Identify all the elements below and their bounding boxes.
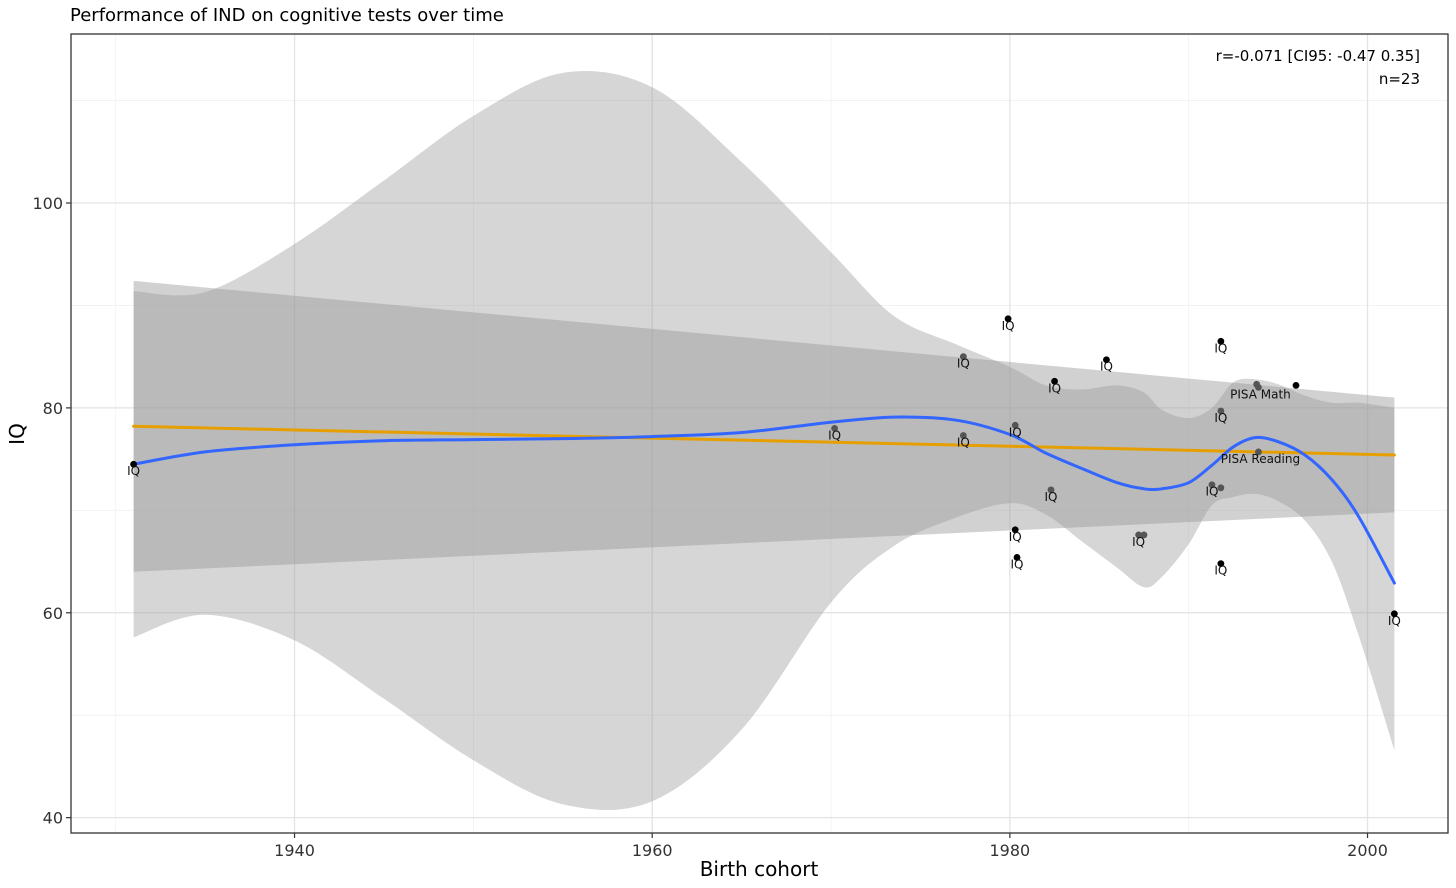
linear-fit-line	[132, 424, 1396, 457]
data-point	[1004, 315, 1012, 323]
data-point	[1011, 526, 1019, 534]
point-label: IQ	[1388, 614, 1401, 628]
axis-ticks: 1940 1960 1980 2000 40 60 80 100	[32, 194, 1387, 860]
point-label: IQ	[1009, 530, 1022, 544]
point-label: IQ	[1009, 425, 1022, 439]
point-label: IQ	[1100, 360, 1113, 374]
data-point	[1047, 486, 1055, 494]
data-point	[1255, 384, 1262, 391]
point-label: IQ	[127, 464, 140, 478]
data-point	[1390, 610, 1398, 618]
data-point	[831, 424, 839, 432]
fit-lines	[132, 415, 1396, 585]
point-label: IQ	[957, 436, 970, 450]
grid	[71, 34, 1448, 833]
data-points	[130, 315, 1398, 618]
data-point	[1255, 448, 1262, 456]
y-tick-label: 60	[43, 604, 63, 623]
point-label: IQ	[1214, 341, 1227, 355]
y-tick-label: 100	[32, 194, 63, 213]
point-label: IQ	[1214, 411, 1227, 425]
point-label: IQ	[1132, 535, 1145, 549]
data-point	[130, 460, 137, 468]
point-label: PISA Reading	[1221, 452, 1300, 466]
loess-fit-line	[132, 415, 1396, 585]
data-point	[1217, 337, 1225, 345]
data-point	[1217, 484, 1225, 492]
data-point	[1292, 381, 1300, 389]
sample-size-annotation: n=23	[1379, 70, 1420, 88]
data-point	[1140, 531, 1148, 539]
data-point	[1135, 531, 1143, 539]
linear-confidence-band	[133, 280, 1395, 572]
plot-panel-border	[70, 33, 1449, 834]
point-label: IQ	[828, 428, 841, 442]
x-tick-label: 2000	[1347, 841, 1388, 860]
point-label: IQ	[1048, 381, 1061, 395]
chart-title: Performance of IND on cognitive tests ov…	[70, 5, 504, 26]
data-point	[1051, 377, 1058, 385]
data-point	[1103, 356, 1110, 364]
y-tick-label: 40	[43, 809, 63, 828]
data-point	[1013, 554, 1021, 561]
point-label: IQ	[1045, 490, 1058, 504]
x-tick-label: 1940	[274, 841, 315, 860]
data-point	[1217, 560, 1225, 567]
x-axis-title: Birth cohort	[700, 857, 819, 881]
correlation-annotation: r=-0.071 [CI95: -0.47 0.35]	[1216, 47, 1420, 65]
y-tick-label: 80	[43, 399, 63, 418]
data-point	[959, 432, 967, 439]
x-tick-label: 1980	[990, 841, 1031, 860]
point-label: IQ	[957, 357, 970, 371]
x-tick-label: 1960	[632, 841, 673, 860]
point-label: IQ	[1002, 319, 1015, 333]
y-axis-title: IQ	[5, 423, 29, 445]
data-point	[1217, 407, 1225, 415]
point-label: IQ	[1205, 485, 1218, 499]
data-point	[959, 353, 967, 361]
data-point	[1011, 421, 1019, 429]
data-point	[1208, 481, 1216, 489]
point-label: IQ	[1011, 557, 1024, 571]
point-label: IQ	[1214, 564, 1227, 578]
point-label: PISA Math	[1230, 387, 1291, 401]
